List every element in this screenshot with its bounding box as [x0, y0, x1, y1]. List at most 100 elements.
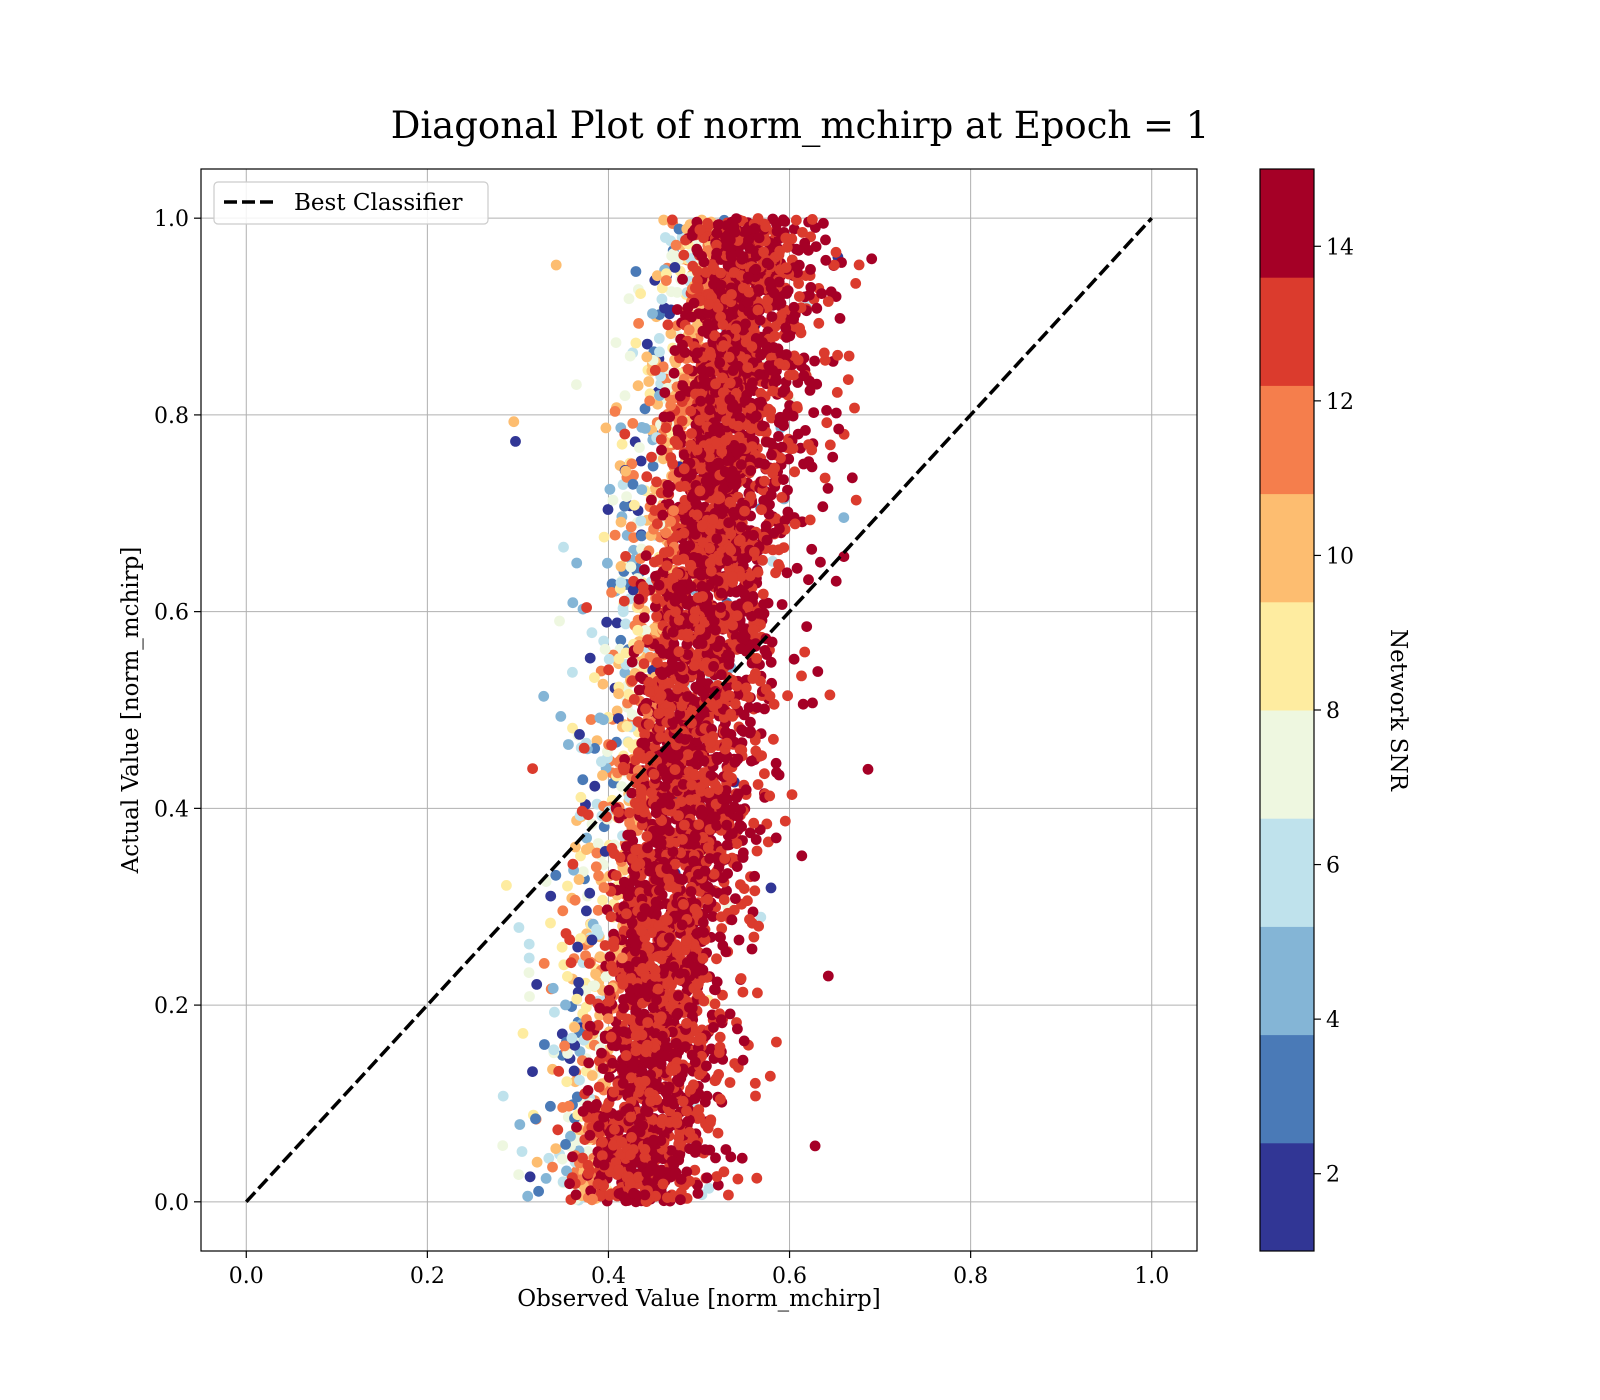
scatter-point [673, 646, 685, 658]
scatter-point [585, 1185, 597, 1197]
scatter-point [626, 709, 638, 720]
scatter-point [556, 1028, 568, 1040]
scatter-point [704, 1144, 716, 1156]
scatter-point [522, 1190, 534, 1202]
scatter-point [618, 595, 630, 607]
scatter-point [640, 550, 652, 561]
scatter-point [629, 499, 640, 511]
scatter-point [636, 787, 647, 799]
scatter-point [696, 519, 708, 531]
scatter-point [601, 616, 613, 628]
scatter-point [582, 1085, 594, 1096]
scatter-point [613, 653, 625, 665]
scatter-point [790, 214, 802, 226]
scatter-point [685, 581, 697, 592]
scatter-point [813, 317, 825, 329]
scatter-point [514, 1119, 526, 1130]
scatter-point [568, 1065, 580, 1077]
scatter-point [702, 1122, 714, 1134]
scatter-point [557, 1153, 568, 1165]
scatter-point [646, 451, 657, 463]
scatter-point [741, 224, 753, 236]
scatter-point [681, 1017, 692, 1029]
scatter-point [773, 431, 784, 442]
scatter-point [647, 460, 659, 472]
scatter-point [641, 338, 653, 350]
scatter-point [575, 933, 586, 944]
scatter-point [725, 528, 737, 540]
plot-area: 0.0 0.2 0.4 0.6 0.8 1.0 0.00.20.40.60.81.0 [154, 168, 1198, 1289]
scatter-point [822, 970, 834, 982]
scatter-point [624, 1177, 636, 1189]
scatter-point [704, 394, 715, 406]
scatter-point [786, 789, 798, 800]
scatter-point [560, 999, 571, 1011]
scatter-point [727, 619, 738, 631]
scatter-point [597, 894, 608, 906]
scatter-point [782, 690, 793, 702]
scatter-point [715, 1014, 727, 1026]
scatter-point [630, 266, 642, 277]
scatter-point [745, 716, 756, 728]
scatter-point [735, 973, 747, 984]
scatter-point [711, 438, 723, 450]
scatter-point [771, 1036, 782, 1048]
scatter-point [633, 747, 644, 759]
scatter-point [654, 346, 665, 358]
scatter-point [609, 529, 621, 541]
scatter-point [531, 1156, 543, 1168]
scatter-point [711, 1171, 723, 1182]
scatter-point [669, 262, 681, 273]
scatter-point [776, 492, 788, 503]
scatter-point [656, 444, 667, 456]
scatter-point [711, 953, 722, 965]
scatter-point [810, 241, 822, 253]
scatter-point [685, 886, 697, 897]
scatter-point [746, 341, 758, 352]
scatter-point [530, 1113, 541, 1125]
scatter-point [824, 689, 836, 701]
scatter-point [665, 691, 677, 703]
scatter-point [779, 384, 791, 396]
scatter-point [682, 363, 694, 375]
scatter-point [652, 518, 663, 530]
scatter-point [627, 584, 639, 596]
scatter-point [669, 435, 681, 447]
scatter-point [758, 246, 769, 258]
scatter-point [782, 484, 793, 496]
scatter-point [714, 357, 726, 369]
scatter-point [663, 546, 675, 558]
scatter-point [665, 328, 677, 340]
scatter-point [838, 551, 850, 562]
scatter-point [793, 278, 804, 289]
scatter-point [694, 1069, 705, 1080]
scatter-point [771, 218, 782, 230]
scatter-point [592, 904, 604, 916]
scatter-point [715, 267, 727, 279]
scatter-point [651, 270, 663, 282]
scatter-point [621, 721, 633, 732]
scatter-point [708, 700, 719, 712]
scatter-point [742, 297, 754, 308]
scatter-point [533, 1185, 544, 1197]
scatter-point [723, 1189, 734, 1201]
scatter-point [618, 876, 630, 888]
scatter-point [625, 561, 637, 573]
scatter-point [773, 559, 784, 570]
scatter-point [708, 868, 720, 880]
scatter-point [691, 265, 703, 277]
scatter-point [781, 567, 793, 579]
scatter-point [773, 249, 785, 261]
scatter-point [613, 806, 624, 818]
scatter-point [603, 1071, 615, 1083]
scatter-point [746, 610, 757, 622]
scatter-point [758, 598, 770, 610]
scatter-point [524, 1171, 536, 1183]
scatter-point [670, 606, 681, 618]
scatter-point [615, 516, 627, 528]
scatter-point [597, 678, 609, 690]
scatter-point [665, 1145, 677, 1156]
scatter-point [704, 404, 716, 416]
scatter-point [747, 673, 759, 684]
scatter-point [791, 401, 803, 412]
